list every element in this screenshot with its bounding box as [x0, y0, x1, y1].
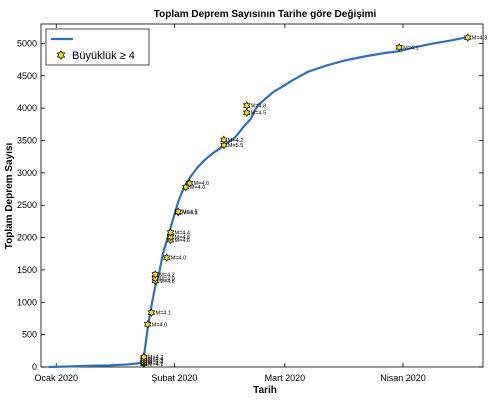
- magnitude-marker: [243, 101, 251, 110]
- magnitude-label: M=4.3: [148, 359, 163, 365]
- magnitude-label: M=4.0: [190, 185, 205, 191]
- y-tick-label: 500: [22, 330, 37, 340]
- magnitude-label: M=4.0: [194, 181, 209, 187]
- y-tick-label: 3500: [17, 135, 37, 145]
- magnitude-marker: [163, 253, 171, 262]
- y-tick-label: 4000: [17, 103, 37, 113]
- y-tick-label: 1500: [17, 265, 37, 275]
- magnitude-marker: [166, 232, 175, 242]
- y-axis: 0 500 1000 1500 2000 2500 3000 3500 4000 4500 5000: [17, 38, 483, 372]
- legend-marker-label: Büyüklük ≥ 4: [72, 50, 135, 62]
- y-axis-title: Toplam Deprem Sayısı: [4, 143, 15, 250]
- magnitude-marker: [464, 33, 472, 42]
- magnitude-label: M=4.1: [156, 311, 171, 317]
- x-axis-title: Tarih: [253, 385, 277, 396]
- x-axis: Ocak 2020 Şubat 2020 Mart 2020 Nisan 2020: [34, 24, 426, 383]
- magnitude-label: M=4.3: [472, 36, 487, 42]
- legend-marker-swatch: [56, 50, 66, 60]
- chart-title: Toplam Deprem Sayısının Tarihe göre Deği…: [154, 9, 377, 20]
- y-tick-label: 2000: [17, 233, 37, 243]
- magnitude-label: M=4.6: [159, 279, 174, 285]
- magnitude-marker: [220, 140, 228, 150]
- magnitude-marker: [140, 352, 148, 362]
- magnitude-marker: [147, 308, 156, 317]
- magnitude-label: M=4.1: [403, 45, 418, 51]
- magnitude-label: M=4.0: [152, 322, 167, 328]
- magnitude-marker: [243, 108, 251, 117]
- y-tick-label: 0: [32, 362, 37, 372]
- x-tick-label: Mart 2020: [265, 373, 306, 383]
- plot-area: [40, 23, 484, 368]
- magnitude-label: M=4.0: [171, 256, 186, 262]
- x-tick-label: Şubat 2020: [151, 373, 197, 383]
- legend: Büyüklük ≥ 4: [45, 28, 150, 66]
- magnitude-label: M=4.0: [159, 276, 174, 282]
- magnitude-marker: [151, 270, 160, 279]
- y-tick-label: 4500: [17, 71, 37, 81]
- magnitude-label: M=4.8: [251, 104, 266, 110]
- magnitude-marker: [395, 43, 403, 52]
- y-tick-label: 2500: [17, 200, 37, 210]
- legend-box: [45, 28, 150, 66]
- magnitude-label: M=4.2: [148, 355, 163, 361]
- magnitude-label: M=4.8: [175, 235, 190, 241]
- magnitude-marker: [174, 207, 182, 216]
- magnitude-label: M=4.1: [148, 362, 163, 368]
- x-tick-label: Nisan 2020: [380, 373, 426, 383]
- x-tick-label: Ocak 2020: [34, 373, 78, 383]
- magnitude-label: M=4.5: [182, 210, 197, 216]
- magnitude-label: M=4.4: [175, 230, 190, 236]
- magnitude-label: M=4.5: [251, 111, 266, 117]
- magnitude-marker: [185, 178, 194, 188]
- magnitude-markers: M=4.1M=4.6M=4.3M=4.4M=4.2M=4.0M=4.1M=4.6…: [140, 33, 487, 369]
- magnitude-label: M=5.5: [228, 143, 243, 149]
- magnitude-label: M=4.2: [159, 272, 174, 278]
- magnitude-marker: [166, 228, 175, 237]
- magnitude-label: M=4.6: [148, 360, 163, 366]
- magnitude-label: M=4.3: [182, 210, 197, 216]
- y-tick-label: 3000: [17, 168, 37, 178]
- y-tick-label: 1000: [17, 297, 37, 307]
- magnitude-label: M=4.6: [175, 238, 190, 244]
- magnitude-marker: [220, 135, 228, 145]
- legend-star-icon: [56, 50, 66, 60]
- y-tick-label: 5000: [17, 38, 37, 48]
- magnitude-label: M=4.4: [148, 357, 163, 363]
- magnitude-marker: [143, 319, 152, 329]
- magnitude-label: M=4.2: [228, 138, 243, 144]
